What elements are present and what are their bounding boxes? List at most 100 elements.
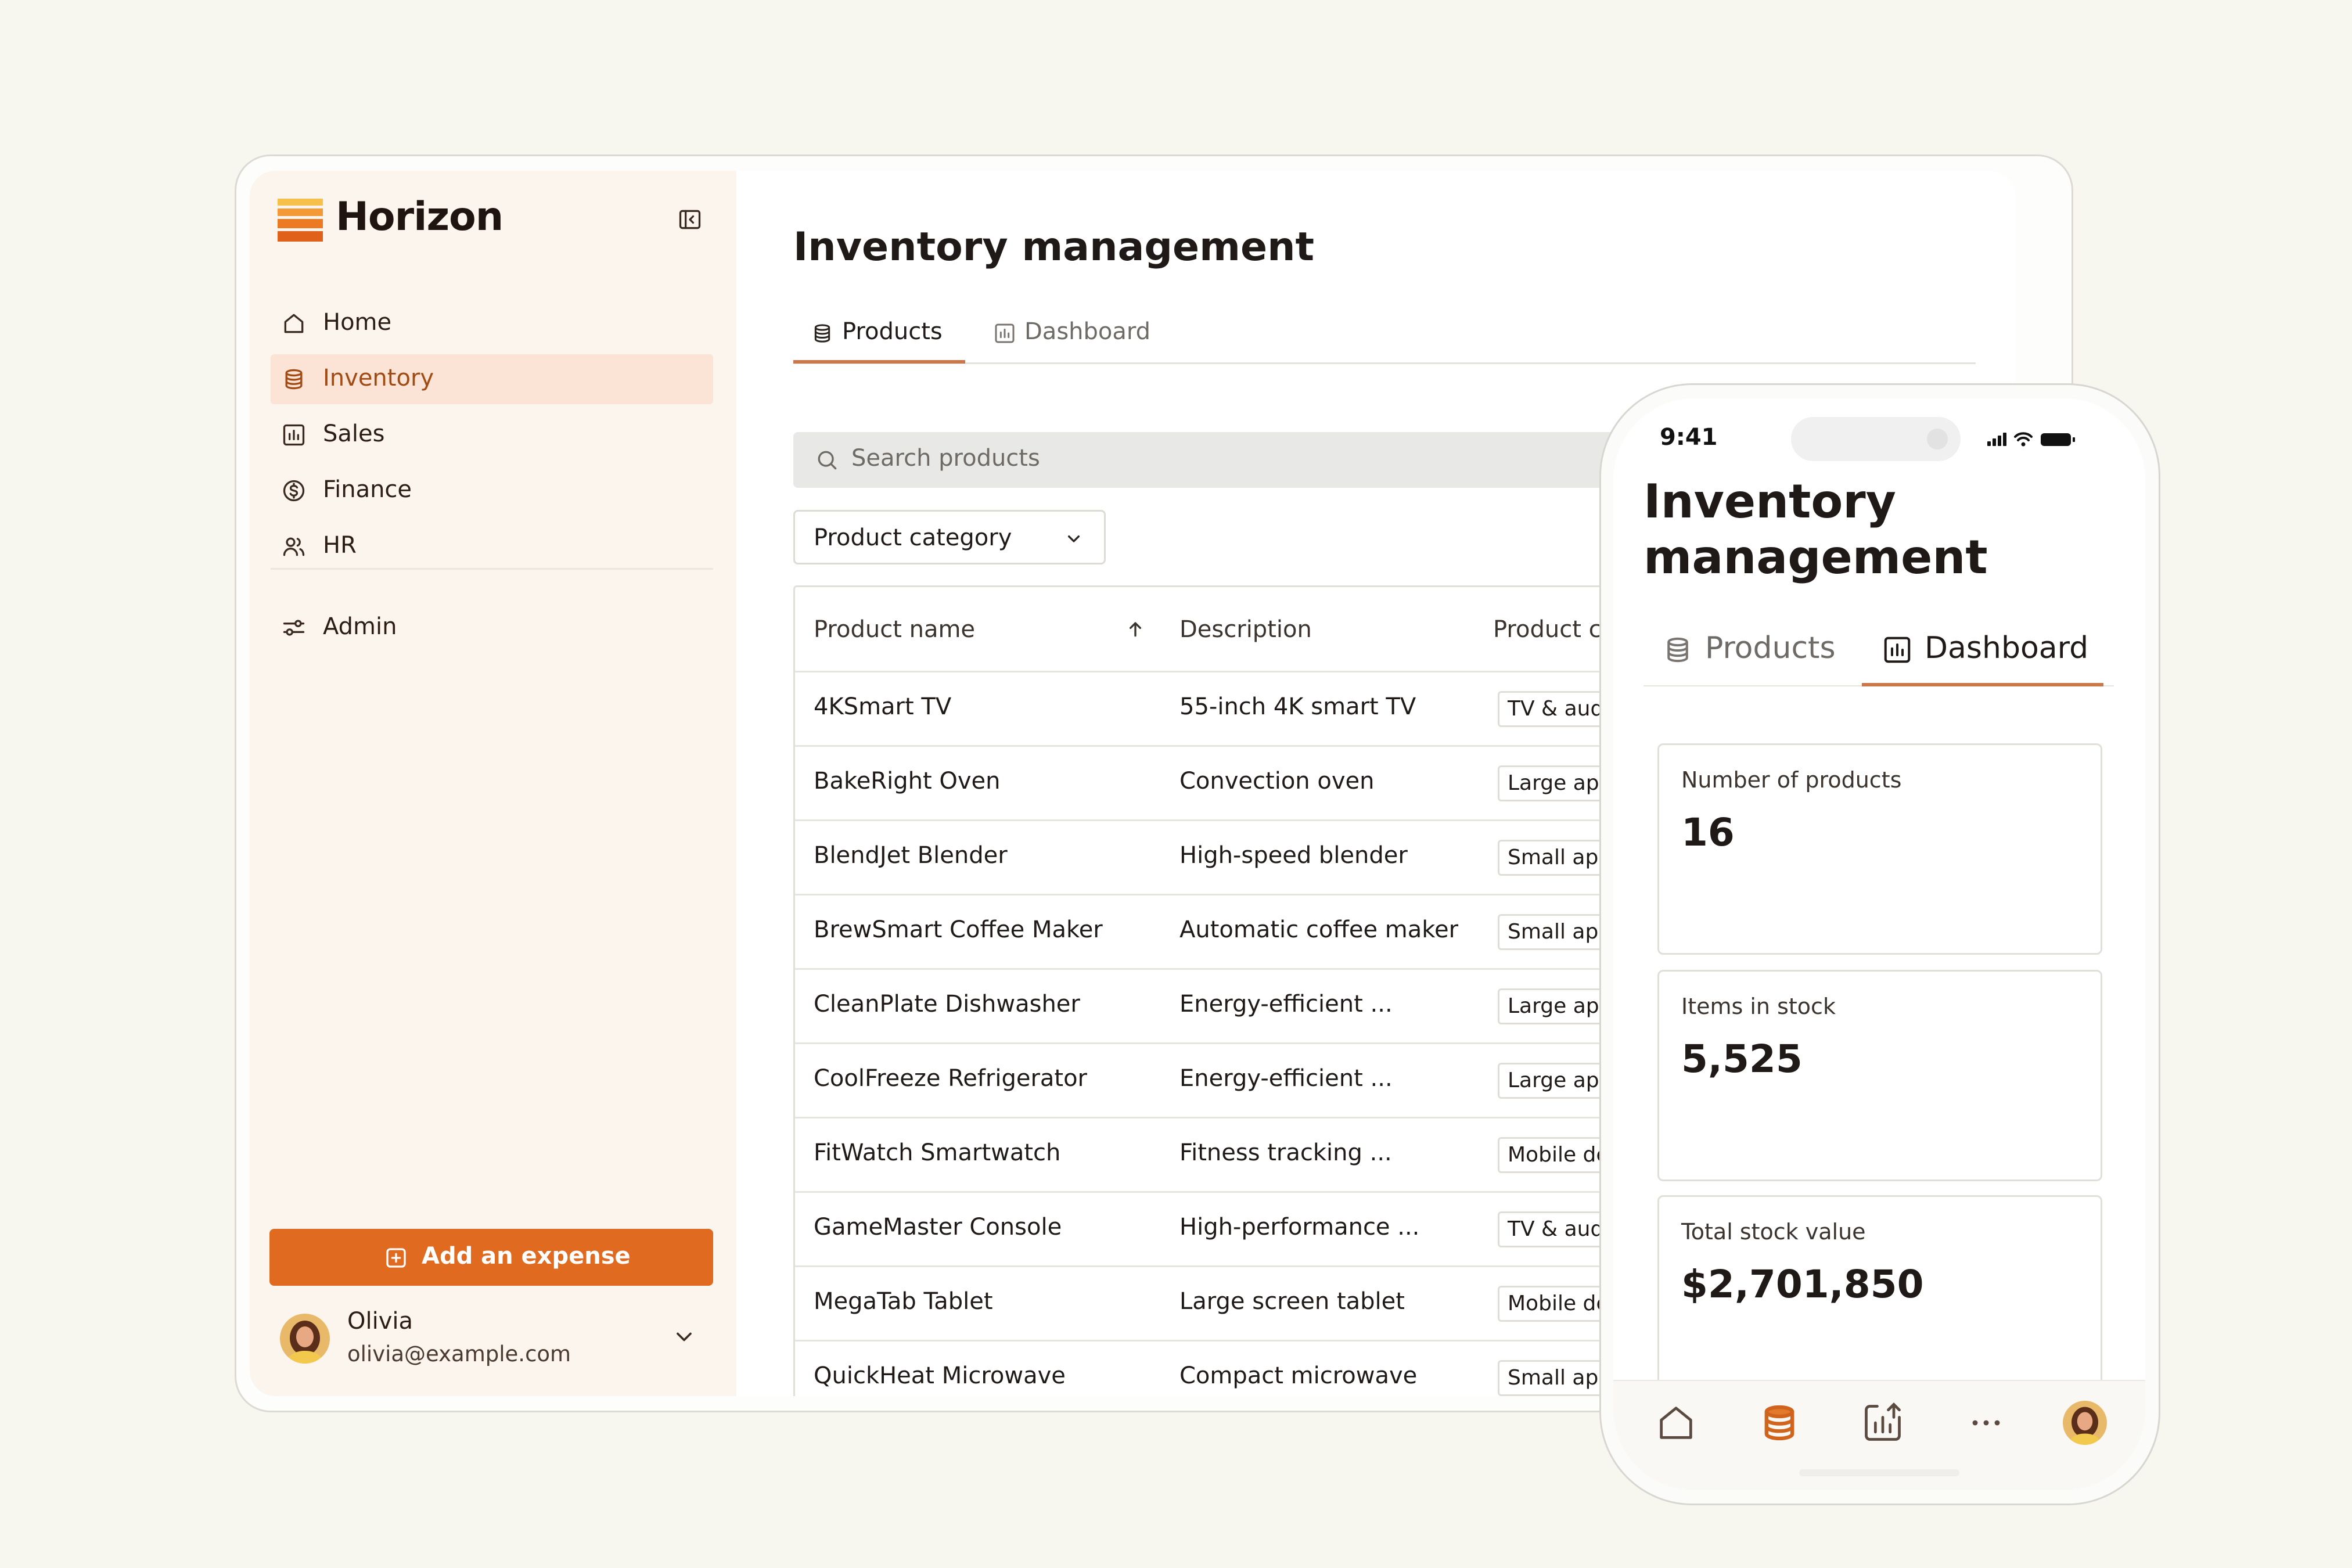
mobile-active-tab-indicator <box>1862 683 2103 686</box>
add-expense-label: Add an expense <box>422 1243 631 1269</box>
product-name: BakeRight Oven <box>814 768 1001 794</box>
sidebar-item-label: Finance <box>323 476 412 503</box>
mobile-tab-dashboard[interactable]: Dashboard <box>1882 631 2102 671</box>
select-label: Product category <box>814 524 1012 551</box>
plus-square-icon <box>384 1246 408 1269</box>
tab-dashboard[interactable]: Dashboard <box>993 299 1167 362</box>
table-row[interactable]: 4KSmart TV 55-inch 4K smart TV TV & audi… <box>795 671 2015 745</box>
stat-card-items-in-stock: Items in stock 5,525 <box>1657 970 2102 1181</box>
database-icon <box>811 322 834 345</box>
table-row[interactable]: CleanPlate Dishwasher Energy-efficient .… <box>795 968 2015 1042</box>
stat-label: Number of products <box>1681 767 1902 793</box>
sidebar-item-sales[interactable]: Sales <box>271 410 713 460</box>
product-category-select[interactable]: Product category <box>793 510 1106 564</box>
sidebar-item-label: Admin <box>323 613 397 640</box>
product-description: High-speed blender <box>1179 842 1408 869</box>
product-name: BlendJet Blender <box>814 842 1008 869</box>
database-icon <box>1662 634 1693 666</box>
database-icon <box>281 366 307 392</box>
status-icons <box>1987 429 2080 449</box>
search-placeholder: Search products <box>851 445 1040 472</box>
product-name: BrewSmart Coffee Maker <box>814 916 1103 943</box>
chevron-down-icon[interactable] <box>671 1324 697 1350</box>
users-icon <box>281 534 307 559</box>
active-tab-indicator <box>793 360 965 364</box>
product-description: Large screen tablet <box>1179 1288 1405 1315</box>
sidebar-item-admin[interactable]: Admin <box>271 603 713 653</box>
column-header-name[interactable]: Product name <box>814 616 976 643</box>
sidebar-item-finance[interactable]: Finance <box>271 466 713 516</box>
sidebar-item-label: Sales <box>323 420 385 447</box>
chevron-down-icon <box>1062 527 1085 550</box>
user-email: olivia@example.com <box>347 1342 571 1366</box>
chart-icon[interactable] <box>1861 1401 1905 1445</box>
mobile-title-line: Inventory <box>1643 474 1896 528</box>
sidebar-item-inventory[interactable]: Inventory <box>271 354 713 404</box>
tab-products[interactable]: Products <box>811 299 968 362</box>
product-description: 55-inch 4K smart TV <box>1179 693 1416 720</box>
product-name: QuickHeat Microwave <box>814 1362 1066 1389</box>
product-name: CleanPlate Dishwasher <box>814 991 1080 1017</box>
mobile-page-title: Inventory management <box>1643 474 1988 585</box>
product-name: 4KSmart TV <box>814 693 952 720</box>
dollar-icon <box>281 478 307 504</box>
stat-value: 5,525 <box>1681 1037 1803 1081</box>
more-icon[interactable] <box>1964 1401 2008 1445</box>
product-name: FitWatch Smartwatch <box>814 1139 1061 1166</box>
avatar[interactable] <box>2063 1401 2107 1445</box>
tab-label: Dashboard <box>1925 631 2089 666</box>
brand-name: Horizon <box>336 194 504 240</box>
status-time: 9:41 <box>1660 424 1718 451</box>
stat-value: 16 <box>1681 810 1735 855</box>
product-description: Fitness tracking ... <box>1179 1139 1392 1166</box>
sort-ascending-icon[interactable] <box>1124 617 1147 641</box>
column-header-description[interactable]: Description <box>1179 616 1312 643</box>
tabs-divider <box>793 362 1976 364</box>
add-expense-button[interactable]: Add an expense <box>269 1229 713 1286</box>
product-description: High-performance ... <box>1179 1214 1420 1240</box>
desktop-window: Horizon Home Inventory Sales <box>250 171 2015 1396</box>
database-icon[interactable] <box>1757 1401 1801 1445</box>
product-description: Automatic coffee maker <box>1179 916 1459 943</box>
chart-icon <box>281 422 307 448</box>
stat-card-stock-value: Total stock value $2,701,850 <box>1657 1195 2102 1407</box>
camera-dot <box>1927 429 1948 449</box>
signal-icon <box>1987 433 2006 446</box>
sidebar-item-hr[interactable]: HR <box>271 522 713 571</box>
chart-icon <box>993 322 1016 345</box>
page-title: Inventory management <box>793 224 1315 270</box>
sliders-icon <box>281 615 307 641</box>
home-icon[interactable] <box>1654 1401 1698 1445</box>
column-header-category[interactable]: Product c <box>1493 616 1602 643</box>
sidebar-item-home[interactable]: Home <box>271 299 713 348</box>
phone-screen: 9:41 Inventory management Products <box>1613 398 2145 1490</box>
product-description: Energy-efficient ... <box>1179 991 1393 1017</box>
product-name: CoolFreeze Refrigerator <box>814 1065 1087 1092</box>
search-icon <box>814 447 840 473</box>
table-row[interactable]: BlendJet Blender High-speed blender Smal… <box>795 819 2015 894</box>
stat-label: Total stock value <box>1681 1219 1866 1245</box>
sidebar-item-label: HR <box>323 532 357 559</box>
sidebar: Horizon Home Inventory Sales <box>250 171 736 1396</box>
stat-value: $2,701,850 <box>1681 1262 1924 1307</box>
tab-label: Dashboard <box>1024 318 1151 345</box>
product-name: MegaTab Tablet <box>814 1288 993 1315</box>
nav-divider <box>271 568 713 570</box>
table-row[interactable]: QuickHeat Microwave Compact microwave Sm… <box>795 1340 2015 1396</box>
table-row[interactable]: BrewSmart Coffee Maker Automatic coffee … <box>795 894 2015 968</box>
sidebar-item-label: Home <box>323 309 392 336</box>
wifi-icon <box>2014 432 2033 441</box>
avatar[interactable] <box>280 1314 330 1364</box>
collapse-sidebar-icon[interactable] <box>677 207 703 232</box>
home-indicator <box>1799 1469 1959 1476</box>
product-description: Compact microwave <box>1179 1362 1418 1389</box>
battery-icon <box>2041 433 2071 446</box>
tab-label: Products <box>1705 631 1836 666</box>
user-name: Olivia <box>347 1308 413 1335</box>
mobile-title-line: management <box>1643 530 1988 584</box>
mobile-tab-products[interactable]: Products <box>1662 631 1842 671</box>
product-name: GameMaster Console <box>814 1214 1062 1240</box>
products-table: Product name Description Product c 4KSma… <box>793 585 2015 1396</box>
chart-icon <box>1882 634 1913 666</box>
product-description: Energy-efficient ... <box>1179 1065 1393 1092</box>
